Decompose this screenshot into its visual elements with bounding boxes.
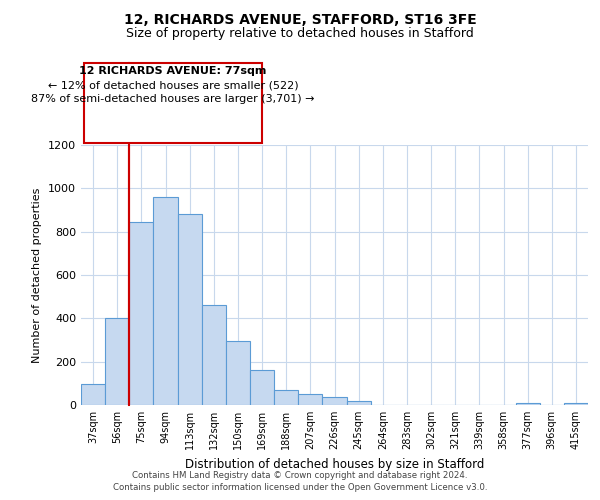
Bar	[322, 398, 347, 405]
Bar	[564, 403, 588, 405]
Bar	[129, 222, 154, 405]
X-axis label: Distribution of detached houses by size in Stafford: Distribution of detached houses by size …	[185, 458, 484, 470]
Bar	[250, 370, 274, 405]
Bar	[105, 318, 129, 405]
Bar	[81, 384, 105, 405]
Text: 12, RICHARDS AVENUE, STAFFORD, ST16 3FE: 12, RICHARDS AVENUE, STAFFORD, ST16 3FE	[124, 12, 476, 26]
Bar	[202, 306, 226, 405]
Text: Size of property relative to detached houses in Stafford: Size of property relative to detached ho…	[126, 28, 474, 40]
Bar	[178, 214, 202, 405]
Text: 87% of semi-detached houses are larger (3,701) →: 87% of semi-detached houses are larger (…	[31, 94, 315, 104]
Bar	[226, 341, 250, 405]
Bar	[515, 403, 540, 405]
Text: ← 12% of detached houses are smaller (522): ← 12% of detached houses are smaller (52…	[48, 80, 298, 90]
Bar	[347, 400, 371, 405]
Y-axis label: Number of detached properties: Number of detached properties	[32, 188, 43, 362]
Bar	[274, 390, 298, 405]
Bar	[298, 394, 322, 405]
Text: 12 RICHARDS AVENUE: 77sqm: 12 RICHARDS AVENUE: 77sqm	[79, 66, 267, 76]
Text: Contains HM Land Registry data © Crown copyright and database right 2024.
Contai: Contains HM Land Registry data © Crown c…	[113, 471, 487, 492]
Bar	[154, 197, 178, 405]
